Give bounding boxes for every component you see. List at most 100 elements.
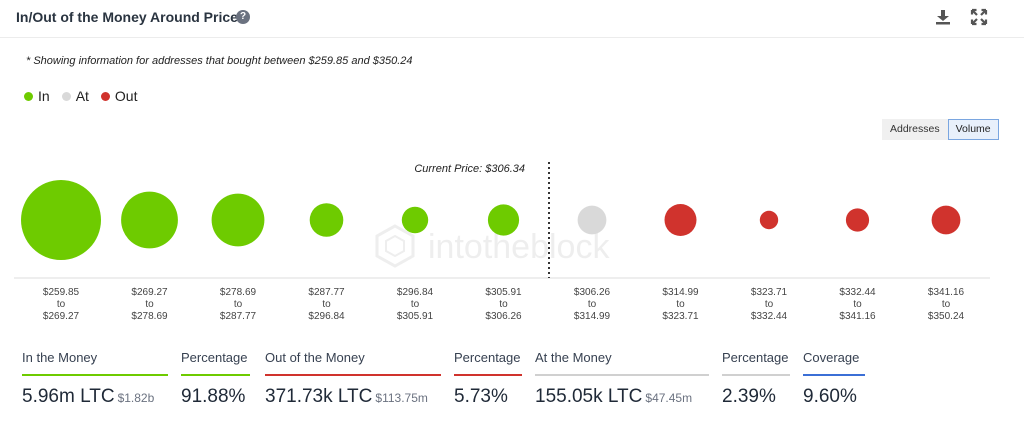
stat-value-main: 2.39%: [722, 386, 776, 407]
tick-label-high: $323.71: [662, 311, 699, 322]
volume-toggle-button[interactable]: Volume: [947, 119, 999, 140]
stat-value-main: 371.73k LTC: [265, 386, 373, 407]
stat-underline: [22, 374, 168, 376]
stat-value: 91.88%: [181, 386, 250, 408]
chart-header: In/Out of the Money Around Price ?: [0, 0, 1024, 38]
stat-block: Percentage 5.73%: [454, 350, 522, 408]
legend-item-at[interactable]: At: [61, 88, 89, 104]
tick-label-high: $278.69: [131, 311, 168, 322]
stat-block: Out of the Money 371.73k LTC $113.75m: [265, 350, 441, 408]
stat-label: Percentage: [181, 350, 248, 365]
bubble-out[interactable]: [845, 208, 870, 232]
stat-value-main: 5.73%: [454, 386, 508, 407]
legend-label-at: At: [75, 88, 89, 104]
stat-underline: [722, 374, 790, 376]
stat-label: At the Money: [535, 350, 612, 365]
stat-value: 2.39%: [722, 386, 790, 408]
tick-label-low: $305.91: [485, 287, 522, 298]
stat-block: At the Money 155.05k LTC $47.45m: [535, 350, 709, 408]
tick-label-to: to: [411, 299, 420, 310]
stat-value: 371.73k LTC $113.75m: [265, 386, 441, 408]
legend-label-out: Out: [114, 88, 138, 104]
watermark-text: intotheblock: [428, 228, 610, 266]
tick-label-low: $332.44: [839, 287, 876, 298]
summary-stats: In the Money 5.96m LTC $1.82b Percentage 91.…: [0, 350, 1024, 427]
bubble-out[interactable]: [931, 205, 961, 235]
stat-label: In the Money: [22, 350, 98, 365]
tick-label-low: $306.26: [574, 287, 611, 298]
legend-dot-at: [61, 91, 71, 101]
tick-label-low: $278.69: [220, 287, 257, 298]
expand-icon[interactable]: [970, 8, 988, 26]
watermark-logo-inner: [385, 234, 405, 258]
tick-label-high: $306.26: [485, 311, 522, 322]
bubble-out[interactable]: [664, 204, 697, 236]
bubble-out[interactable]: [759, 210, 779, 230]
stat-label: Out of the Money: [265, 350, 365, 365]
metric-toggle: Addresses Volume: [882, 119, 999, 140]
tick-label-high: $341.16: [839, 311, 876, 322]
tick-label-high: $269.27: [43, 311, 80, 322]
stat-value-main: 5.96m LTC: [22, 386, 115, 407]
legend-dot-in: [24, 91, 33, 101]
bubble-in[interactable]: [309, 203, 344, 237]
legend: In At Out: [24, 88, 138, 104]
bubble-in[interactable]: [121, 191, 178, 249]
stat-label: Percentage: [454, 350, 521, 365]
tick-label-to: to: [499, 299, 508, 310]
stat-value: 5.73%: [454, 386, 522, 408]
bubble-in[interactable]: [21, 180, 101, 260]
tick-label-low: $269.27: [131, 287, 168, 298]
stat-underline: [535, 374, 709, 376]
stat-value: 9.60%: [803, 386, 865, 408]
tick-label-high: $314.99: [574, 311, 611, 322]
stat-label: Coverage: [803, 350, 860, 365]
tick-label-to: to: [145, 299, 154, 310]
current-price-label: Current Price: $306.34: [414, 163, 525, 175]
bubble-in[interactable]: [401, 206, 429, 234]
stat-block: Coverage 9.60%: [803, 350, 865, 408]
tick-label-high: $350.24: [928, 311, 965, 322]
stat-value-usd: $1.82b: [117, 391, 155, 405]
tick-label-to: to: [234, 299, 243, 310]
tick-label-high: $296.84: [308, 311, 345, 322]
stat-underline: [265, 374, 441, 376]
tick-label-to: to: [765, 299, 774, 310]
stat-value-main: 91.88%: [181, 386, 246, 407]
stat-underline: [454, 374, 522, 376]
bubble-chart: intotheblock Current Price: $306.34 $259…: [14, 162, 990, 322]
legend-label-in: In: [38, 88, 50, 104]
tick-label-high: $287.77: [220, 311, 257, 322]
tick-label-low: $296.84: [397, 287, 434, 298]
tick-label-high: $332.44: [751, 311, 788, 322]
stat-block: In the Money 5.96m LTC $1.82b: [22, 350, 168, 408]
stat-block: Percentage 91.88%: [181, 350, 250, 408]
bubble-in[interactable]: [211, 193, 265, 247]
tick-label-to: to: [57, 299, 66, 310]
stat-underline: [181, 374, 250, 376]
legend-item-in[interactable]: In: [24, 88, 50, 104]
stat-value-usd: $47.45m: [645, 391, 693, 405]
bubble-in[interactable]: [487, 204, 520, 236]
watermark: intotheblock: [375, 224, 610, 268]
tick-label-to: to: [853, 299, 862, 310]
tick-label-to: to: [322, 299, 331, 310]
addresses-toggle-button[interactable]: Addresses: [882, 119, 948, 140]
stat-value-main: 155.05k LTC: [535, 386, 643, 407]
stat-value: 5.96m LTC $1.82b: [22, 386, 168, 408]
tick-label-to: to: [676, 299, 685, 310]
download-icon[interactable]: [934, 8, 952, 26]
legend-dot-out: [100, 91, 110, 101]
tick-label-to: to: [588, 299, 597, 310]
bubble-at[interactable]: [577, 205, 607, 235]
stat-block: Percentage 2.39%: [722, 350, 790, 408]
tick-label-low: $323.71: [751, 287, 788, 298]
tick-label-low: $341.16: [928, 287, 965, 298]
range-note: * Showing information for addresses that…: [26, 55, 413, 67]
stat-value-main: 9.60%: [803, 386, 857, 407]
help-icon[interactable]: ?: [236, 10, 250, 24]
chart-title: In/Out of the Money Around Price: [16, 9, 238, 25]
stat-value: 155.05k LTC $47.45m: [535, 386, 709, 408]
stat-underline: [803, 374, 865, 376]
legend-item-out[interactable]: Out: [100, 88, 138, 104]
